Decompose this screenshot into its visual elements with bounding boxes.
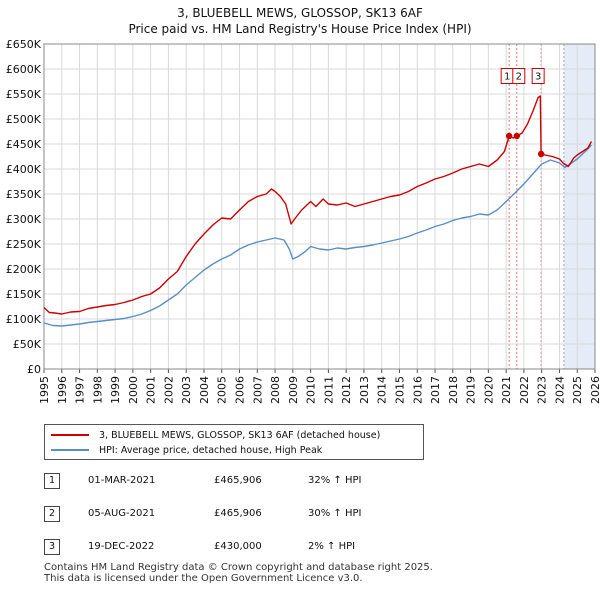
footer: Contains HM Land Registry data © Crown c… — [44, 562, 433, 584]
sale-point — [537, 150, 545, 158]
x-tick-label: 2002 — [162, 376, 175, 404]
y-tick-label: £500K — [6, 113, 42, 126]
x-tick-label: 1998 — [91, 376, 104, 404]
x-tick-label: 2020 — [482, 376, 495, 404]
chart-title: 3, BLUEBELL MEWS, GLOSSOP, SK13 6AF — [177, 6, 423, 20]
y-tick-label: £450K — [6, 138, 42, 151]
price-chart: £0 £50K £100K £150K £200K £250K £300K £350K £400… — [6, 38, 600, 404]
y-tick-label: £250K — [6, 238, 42, 251]
sale-date: 19-DEC-2022 — [88, 541, 155, 552]
sale-label: 1 — [500, 68, 514, 84]
sale-label: 2 — [512, 68, 526, 84]
sale-number-badge: 2 — [44, 506, 60, 522]
x-tick-label: 2014 — [376, 376, 389, 404]
y-tick-label: £100K — [6, 313, 42, 326]
x-tick-label: 1997 — [74, 376, 87, 404]
sale-price: £465,906 — [214, 475, 262, 486]
x-tick-label: 2012 — [340, 376, 353, 404]
y-tick-label: £400K — [6, 163, 42, 176]
sale-label: 3 — [531, 68, 545, 84]
series-line-hpi — [43, 144, 592, 327]
y-tick-label: £650K — [6, 38, 42, 51]
sale-row: 1 01-MAR-2021 £465,906 32% ↑ HPI — [44, 473, 544, 491]
x-tick-label: 2008 — [269, 376, 282, 404]
sale-number-badge: 1 — [44, 473, 60, 489]
x-tick-label: 1996 — [56, 376, 69, 404]
sale-point — [513, 132, 520, 140]
x-tick-label: 2011 — [322, 376, 335, 404]
sale-date: 05-AUG-2021 — [88, 508, 156, 519]
sale-hpi-change: 30% ↑ HPI — [308, 508, 362, 519]
sale-number-badge: 3 — [44, 539, 60, 555]
x-tick-label: 1999 — [109, 376, 122, 404]
x-tick-label: 1995 — [38, 376, 51, 404]
x-tick-label: 2019 — [465, 376, 478, 404]
sale-label-text: 1 — [504, 72, 510, 83]
legend-swatch-hpi — [51, 449, 89, 451]
sale-hpi-change: 32% ↑ HPI — [308, 475, 362, 486]
footer-licence: This data is licensed under the Open Gov… — [44, 573, 363, 584]
sale-label-text: 2 — [516, 72, 522, 83]
sale-hpi-change: 2% ↑ HPI — [308, 541, 356, 552]
sale-row: 3 19-DEC-2022 £430,000 2% ↑ HPI — [44, 539, 544, 557]
legend: 3, BLUEBELL MEWS, GLOSSOP, SK13 6AF (det… — [44, 424, 424, 460]
x-tick-label: 2010 — [305, 376, 318, 404]
x-tick-label: 2024 — [553, 376, 566, 404]
y-tick-label: £550K — [6, 88, 42, 101]
y-tick-label: £0 — [27, 363, 41, 376]
x-tick-label: 2006 — [234, 376, 247, 404]
sale-label-box — [531, 68, 545, 84]
x-tick-label: 2007 — [251, 376, 264, 404]
y-tick-label: £200K — [6, 263, 42, 276]
legend-label-hpi: HPI: Average price, detached house, High… — [99, 444, 323, 456]
y-tick-label: £50K — [13, 338, 42, 351]
sale-date: 01-MAR-2021 — [88, 475, 156, 486]
x-tick-label: 2015 — [393, 376, 406, 404]
sale-point — [505, 132, 513, 140]
x-tick-label: 2013 — [358, 376, 371, 404]
x-tick-label: 2004 — [198, 376, 211, 404]
legend-item-property: 3, BLUEBELL MEWS, GLOSSOP, SK13 6AF (det… — [51, 428, 380, 442]
sale-price: £430,000 — [214, 541, 262, 552]
x-tick-label: 2022 — [518, 376, 531, 404]
series-line-property — [43, 95, 593, 315]
x-tick-label: 2021 — [500, 376, 513, 404]
chart-subtitle: Price paid vs. HM Land Registry's House … — [128, 22, 472, 36]
y-tick-label: £350K — [6, 188, 42, 201]
plot-area — [44, 44, 595, 369]
x-tick-label: 2000 — [127, 376, 140, 404]
plot-frame — [43, 43, 596, 370]
y-tick-label: £300K — [6, 213, 42, 226]
y-tick-label: £600K — [6, 63, 42, 76]
x-tick-label: 2025 — [571, 376, 584, 404]
x-tick-label: 2026 — [589, 376, 600, 404]
sale-label-text: 3 — [535, 72, 541, 83]
x-tick-label: 2016 — [411, 376, 424, 404]
x-tick-label: 2003 — [180, 376, 193, 404]
x-tick-label: 2009 — [287, 376, 300, 404]
x-tick-label: 2017 — [429, 376, 442, 404]
footer-copyright: Contains HM Land Registry data © Crown c… — [44, 562, 433, 573]
x-tick-label: 2001 — [145, 376, 158, 404]
legend-swatch-property — [51, 434, 89, 436]
legend-label-property: 3, BLUEBELL MEWS, GLOSSOP, SK13 6AF (det… — [99, 429, 381, 441]
sale-price: £465,906 — [214, 508, 262, 519]
x-tick-label: 2005 — [216, 376, 229, 404]
sale-label-box — [512, 68, 526, 84]
sale-row: 2 05-AUG-2021 £465,906 30% ↑ HPI — [44, 506, 544, 524]
shaded-region — [563, 44, 595, 369]
legend-item-hpi: HPI: Average price, detached house, High… — [51, 443, 322, 457]
x-tick-label: 2018 — [447, 376, 460, 404]
x-tick-label: 2023 — [536, 376, 549, 404]
y-tick-label: £150K — [6, 288, 42, 301]
